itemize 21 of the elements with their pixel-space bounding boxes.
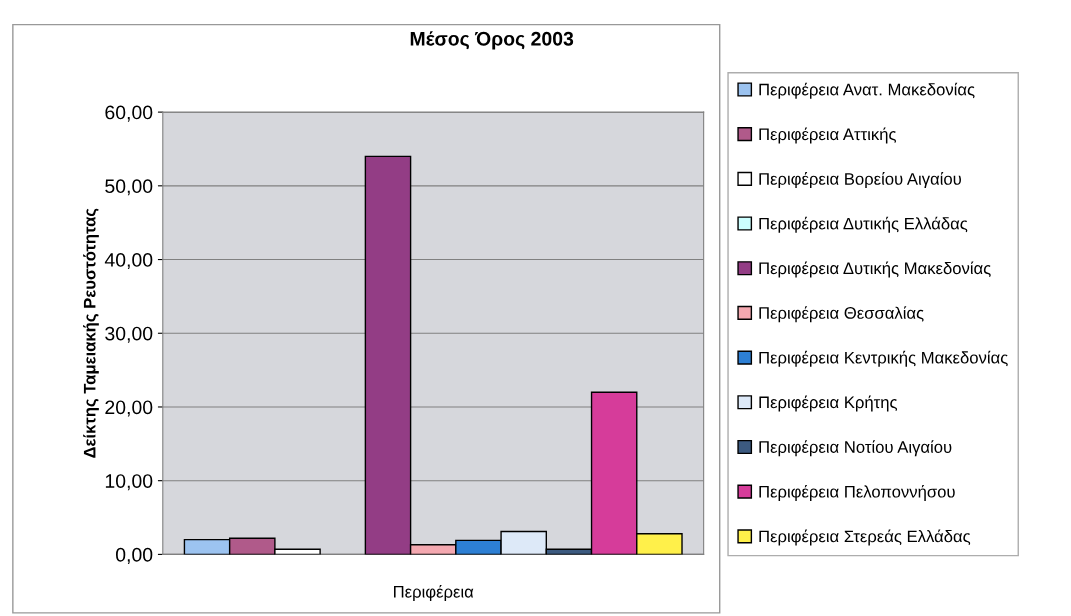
- legend-label: Περιφέρεια Δυτικής Ελλάδας: [759, 216, 968, 233]
- y-tick-label: 60,00: [105, 105, 153, 122]
- legend-label: Περιφέρεια Κρήτης: [759, 395, 898, 412]
- legend-label: Περιφέρεια Δυτικής Μακεδονίας: [759, 261, 991, 278]
- chart-title: Μέσος Όρος 2003: [410, 31, 574, 50]
- legend-label: Περιφέρεια Νοτίου Αιγαίου: [759, 440, 952, 457]
- y-axis-title: Δείκτης Ταμειακής Ρευστότητας: [83, 208, 99, 458]
- legend-label: Περιφέρεια Θεσσαλίας: [759, 306, 924, 323]
- y-tick-label: 20,00: [105, 400, 153, 417]
- legend-label: Περιφέρεια Ανατ. Μακεδονίας: [759, 82, 975, 99]
- y-tick-label: 10,00: [105, 474, 153, 491]
- x-tick-label: Περιφέρεια: [394, 584, 474, 601]
- y-tick-label: 0,00: [115, 547, 153, 564]
- y-tick-label: 40,00: [104, 253, 153, 270]
- legend-label: Περιφέρεια Κεντρικής Μακεδονίας: [759, 350, 1008, 367]
- legend-label: Περιφέρεια Στερεάς Ελλάδας: [759, 529, 971, 546]
- y-tick-label: 50,00: [105, 179, 153, 196]
- legend-label: Περιφέρεια Αττικής: [759, 127, 897, 144]
- y-tick-label: 30,00: [105, 326, 153, 343]
- legend-label: Περιφέρεια Βορείου Αιγαίου: [759, 172, 961, 189]
- legend-label: Περιφέρεια Πελοποννήσου: [759, 484, 955, 501]
